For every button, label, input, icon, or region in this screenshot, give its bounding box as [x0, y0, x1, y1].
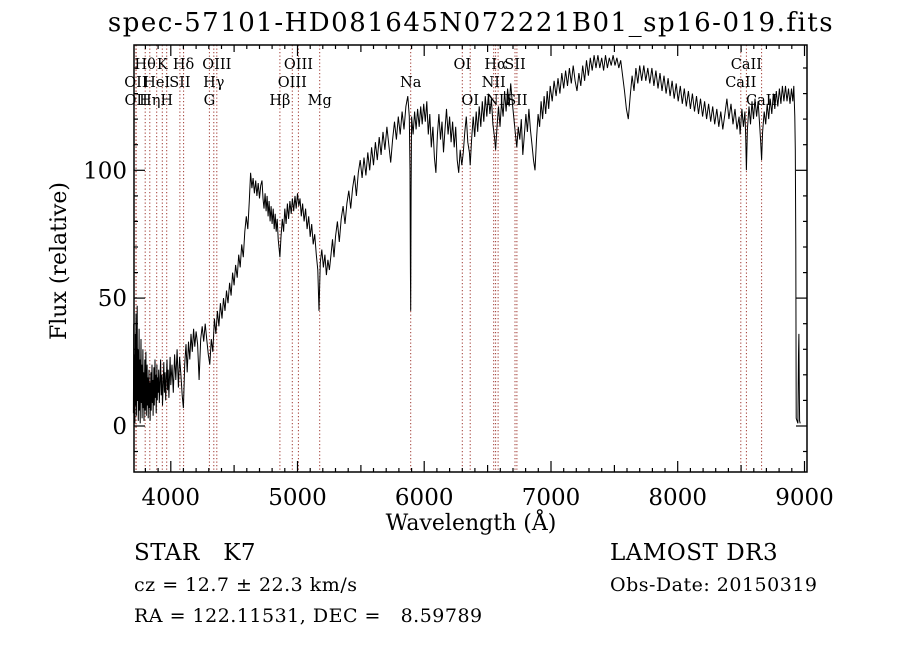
x-tick-label: 9000	[775, 485, 834, 511]
plot-title: spec-57101-HD081645N072221B01_sp16-019.f…	[108, 8, 834, 38]
cz-text: cz = 12.7 ± 22.3 km/s	[134, 574, 357, 596]
spectral-line-label: K	[157, 57, 169, 73]
obs-date-text: Obs-Date: 20150319	[610, 574, 818, 596]
spectral-line-label: OIII	[202, 57, 231, 73]
spectral-line-label: OII	[124, 75, 147, 91]
spectral-line-label: NII	[486, 93, 510, 109]
spectral-line-label: OI	[461, 93, 479, 109]
radec-text: RA = 122.11531, DEC = 8.59789	[134, 605, 483, 627]
spectral-line-label: Hθ	[135, 57, 156, 73]
spectral-line-label: H	[160, 93, 173, 109]
spectral-line-label: CaII	[746, 93, 777, 109]
y-tick-label: 50	[98, 286, 127, 312]
spectral-line-label: OIII	[284, 57, 313, 73]
spectral-line-label: Mg	[308, 93, 332, 109]
x-tick-label: 5000	[268, 485, 327, 511]
spectral-line-label: Hα	[484, 57, 507, 73]
spectral-line-label: OIII	[278, 75, 307, 91]
plot-frame	[133, 44, 808, 473]
spectral-line-label: NII	[482, 75, 506, 91]
spectral-line-label: CaII	[725, 75, 756, 91]
x-axis-label: Wavelength (Å)	[386, 508, 557, 536]
spectral-line-label: Na	[400, 75, 422, 91]
spectral-line-label: OI	[453, 57, 471, 73]
spectral-line-label: SII	[504, 57, 525, 73]
spectral-line-label: SII	[169, 75, 190, 91]
spectral-line-label: G	[204, 93, 216, 109]
x-tick-label: 6000	[395, 485, 454, 511]
y-tick-label: 0	[112, 414, 127, 440]
spectral-line-label: OII	[125, 93, 148, 109]
spectral-line-label: Hβ	[269, 93, 290, 109]
x-tick-label: 7000	[522, 485, 581, 511]
x-tick-label: 4000	[142, 485, 201, 511]
spectral-line-label: HeI	[143, 75, 170, 91]
y-tick-label: 100	[83, 158, 127, 184]
spectral-line-label: Hδ	[173, 57, 194, 73]
survey-text: LAMOST DR3	[610, 540, 778, 566]
y-axis-label: Flux (relative)	[47, 182, 72, 340]
x-tick-label: 8000	[648, 485, 707, 511]
spectral-line-label: Hη	[139, 93, 160, 109]
spectral-line-label: SII	[506, 93, 527, 109]
spectral-line-label: CaII	[731, 57, 762, 73]
spectral-line-label: Hγ	[203, 75, 224, 91]
object-class-text: STAR K7	[134, 540, 256, 566]
spectrum-path	[132, 55, 801, 424]
